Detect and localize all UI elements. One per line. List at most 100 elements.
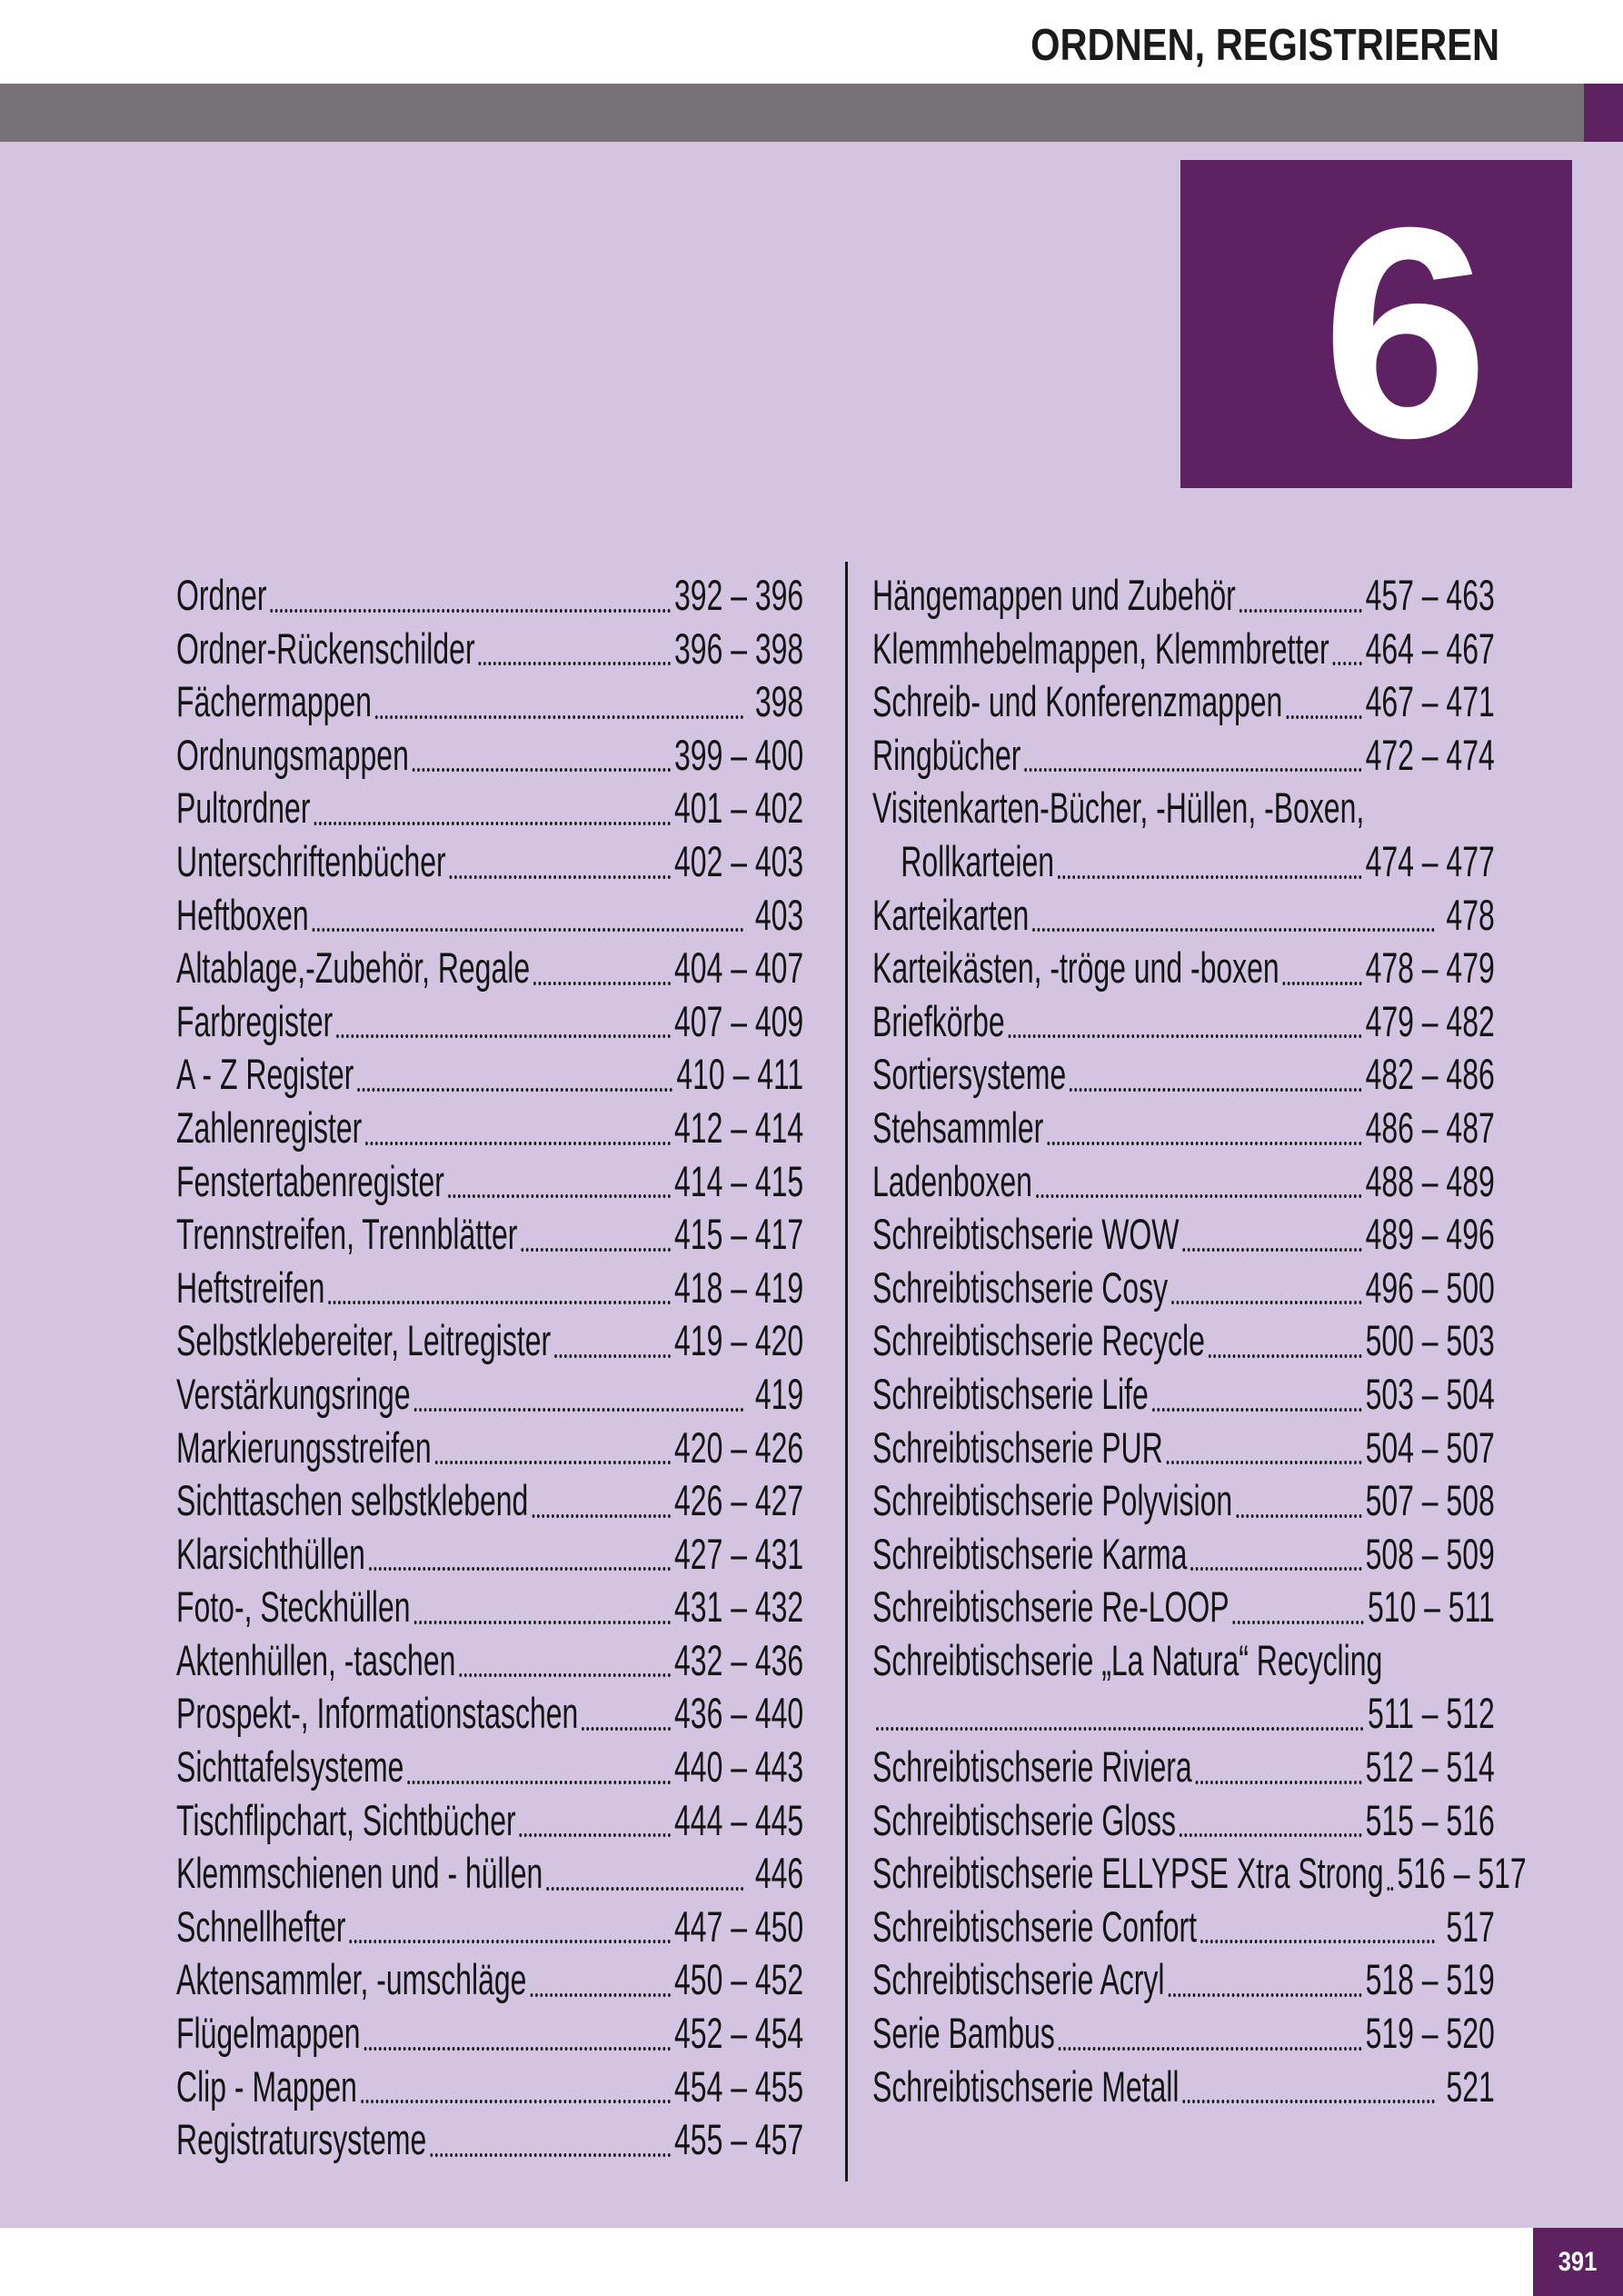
toc-entry: Sortiersysteme 482 – 486 (872, 1048, 1495, 1102)
toc-entry-pages: 452 – 454 (674, 2009, 804, 2058)
toc-entry-label: Fenstertabenregister (176, 1156, 444, 1205)
toc-entry: Fächermappen 398 (176, 675, 803, 729)
toc-entry-label: Schreibtischserie WOW (872, 1210, 1180, 1259)
toc-entry: Farbregister 407 – 409 (176, 995, 803, 1049)
toc-entry: Sichttaschen selbstklebend 426 – 427 (176, 1474, 803, 1528)
toc-entry-label: Rollkarteien (901, 836, 1055, 885)
toc-entry-label: Serie Bambus (872, 2009, 1055, 2058)
dot-leader (1171, 1301, 1362, 1305)
toc-entry-pages: 432 – 436 (674, 1635, 804, 1684)
toc-entry-label: Hängemappen und Zubehör (872, 571, 1236, 619)
dot-leader (1286, 714, 1362, 719)
toc-entry: Ordner-Rückenschilder 396 – 398 (176, 623, 803, 676)
toc-entry-label: Farbregister (176, 996, 334, 1045)
toc-entry-pages: 455 – 457 (674, 2115, 804, 2164)
dot-leader (1387, 1886, 1394, 1891)
toc-entry-pages: 511 – 512 (1367, 1689, 1495, 1738)
toc-entry: Schreibtischserie WOW 489 – 496 (872, 1208, 1495, 1262)
dot-leader (1232, 1620, 1364, 1624)
toc-entry: Verstärkungsringe 419 (176, 1368, 803, 1422)
toc-entry-label: Schreibtischserie Karma (872, 1529, 1188, 1578)
toc-entry: Schreibtischserie Polyvision 507 – 508 (872, 1474, 1495, 1528)
dot-leader (530, 1993, 671, 1998)
dot-leader (1008, 1034, 1362, 1039)
toc-entry-pages: 412 – 414 (674, 1103, 804, 1152)
dot-leader (519, 1833, 671, 1838)
toc-entry-label: Selbstklebereiter, Leitregister (176, 1316, 552, 1365)
toc-entry-label: Aktensammler, -umschläge (176, 1955, 527, 2004)
toc-left-column: Ordner 392 – 396 Ordner-Rückenschilder 396 … (176, 569, 803, 2167)
toc-entry-label: Flügelmappen (176, 2009, 361, 2058)
toc-entry-label: Schreibtischserie Acryl (872, 1955, 1165, 2004)
toc-entry-pages: 467 – 471 (1365, 677, 1495, 726)
toc-entry-pages: 404 – 407 (674, 943, 804, 993)
toc-entry-label: Ordnungsmappen (176, 730, 409, 779)
toc-entry-label: Foto-, Steckhüllen (176, 1582, 411, 1632)
toc-entry-label: Klarsichthüllen (176, 1529, 365, 1578)
toc-entry: Trennstreifen, Trennblätter 415 – 417 (176, 1208, 803, 1262)
toc-entry-label: Markierungsstreifen (176, 1423, 432, 1472)
toc-entry: Schreibtischserie Acryl 518 – 519 (872, 1953, 1495, 2007)
dot-leader (357, 1087, 673, 1092)
toc-entry-label: Schreibtischserie Cosy (872, 1263, 1169, 1312)
toc-entry-pages: 403 (746, 890, 804, 939)
toc-entry: 511 – 512 (872, 1687, 1495, 1741)
toc-entry: Clip - Mappen 454 – 455 (176, 2061, 803, 2114)
toc-entry-pages: 396 – 398 (674, 624, 804, 673)
toc-entry: Registratursysteme 455 – 457 (176, 2113, 803, 2167)
chapter-number: 6 (1321, 164, 1489, 500)
toc-entry-pages: 508 – 509 (1365, 1529, 1495, 1578)
toc-entry-pages: 516 – 517 (1397, 1849, 1527, 1898)
toc-entry: Karteikästen, -tröge und -boxen 478 – 479 (872, 942, 1495, 995)
toc-entry: Schreibtischserie Cosy 496 – 500 (872, 1262, 1495, 1315)
toc-entry: Ordner 392 – 396 (176, 569, 803, 623)
footer-page-block: 391 (1533, 2228, 1623, 2296)
toc-entry-pages: 446 (746, 1849, 804, 1898)
toc-entry-label: Klemmhebelmappen, Klemmbretter (872, 624, 1329, 673)
toc-entry-pages: 519 – 520 (1365, 2009, 1495, 2058)
toc-entry-pages: 444 – 445 (674, 1795, 804, 1844)
toc-entry-label: Heftboxen (176, 890, 309, 939)
toc-entry-label: Schreib- und Konferenzmappen (872, 677, 1283, 726)
toc-entry-pages: 415 – 417 (674, 1210, 804, 1259)
toc-entry-pages: 410 – 411 (676, 1050, 804, 1099)
toc-entry-pages: 482 – 486 (1365, 1050, 1495, 1099)
toc-entry: Selbstklebereiter, Leitregister 419 – 420 (176, 1314, 803, 1368)
toc-entry-pages: 464 – 467 (1365, 624, 1495, 673)
toc-entry: Schreibtischserie Riviera 512 – 514 (872, 1741, 1495, 1794)
dot-leader (1282, 981, 1362, 985)
toc-entry-pages: 507 – 508 (1365, 1476, 1495, 1525)
toc-entry: Prospekt-, Informationstaschen 436 – 440 (176, 1687, 803, 1741)
toc-entry-pages: 419 (746, 1369, 804, 1418)
toc-entry-pages: 418 – 419 (674, 1263, 804, 1312)
toc-entry-label: Schreibtischserie Recycle (872, 1316, 1205, 1365)
toc-entry-pages: 504 – 507 (1365, 1423, 1495, 1472)
toc-entry-pages: 503 – 504 (1365, 1369, 1495, 1418)
dot-leader (407, 1780, 671, 1784)
toc-entry: Rollkarteien 474 – 477 (872, 835, 1494, 889)
toc-entry-label: Ordner (176, 571, 267, 619)
toc-entry: Schreibtischserie Gloss 515 – 516 (872, 1794, 1495, 1848)
toc-entry-pages: 399 – 400 (674, 730, 804, 779)
dot-leader (532, 1513, 671, 1518)
toc-entry-pages: 447 – 450 (674, 1902, 804, 1951)
toc-entry: Schreibtischserie Life 503 – 504 (872, 1368, 1495, 1422)
dot-leader (533, 981, 671, 985)
toc-entry: Schreib- und Konferenzmappen 467 – 471 (872, 675, 1495, 729)
toc-entry: Altablage,-Zubehör, Regale 404 – 407 (176, 942, 803, 995)
toc-entry-pages: 486 – 487 (1365, 1103, 1495, 1152)
toc-entry-pages: 454 – 455 (674, 2061, 804, 2111)
dot-leader (270, 608, 671, 613)
toc-entry-label: Heftstreifen (176, 1263, 325, 1312)
dot-leader (1200, 1940, 1435, 1944)
dot-leader (478, 662, 671, 666)
dot-leader (363, 2046, 671, 2051)
toc-entry-pages: 407 – 409 (674, 996, 804, 1045)
toc-entry: Ringbücher 472 – 474 (872, 729, 1495, 783)
toc-entry: Sichttafelsysteme 440 – 443 (176, 1741, 803, 1794)
dot-leader (1032, 928, 1435, 933)
toc-entry: Klarsichthüllen 427 – 431 (176, 1528, 803, 1582)
toc-entry-pages: 402 – 403 (674, 836, 804, 885)
toc-entry-pages: 472 – 474 (1365, 730, 1495, 779)
toc-entry: Heftstreifen 418 – 419 (176, 1262, 803, 1315)
